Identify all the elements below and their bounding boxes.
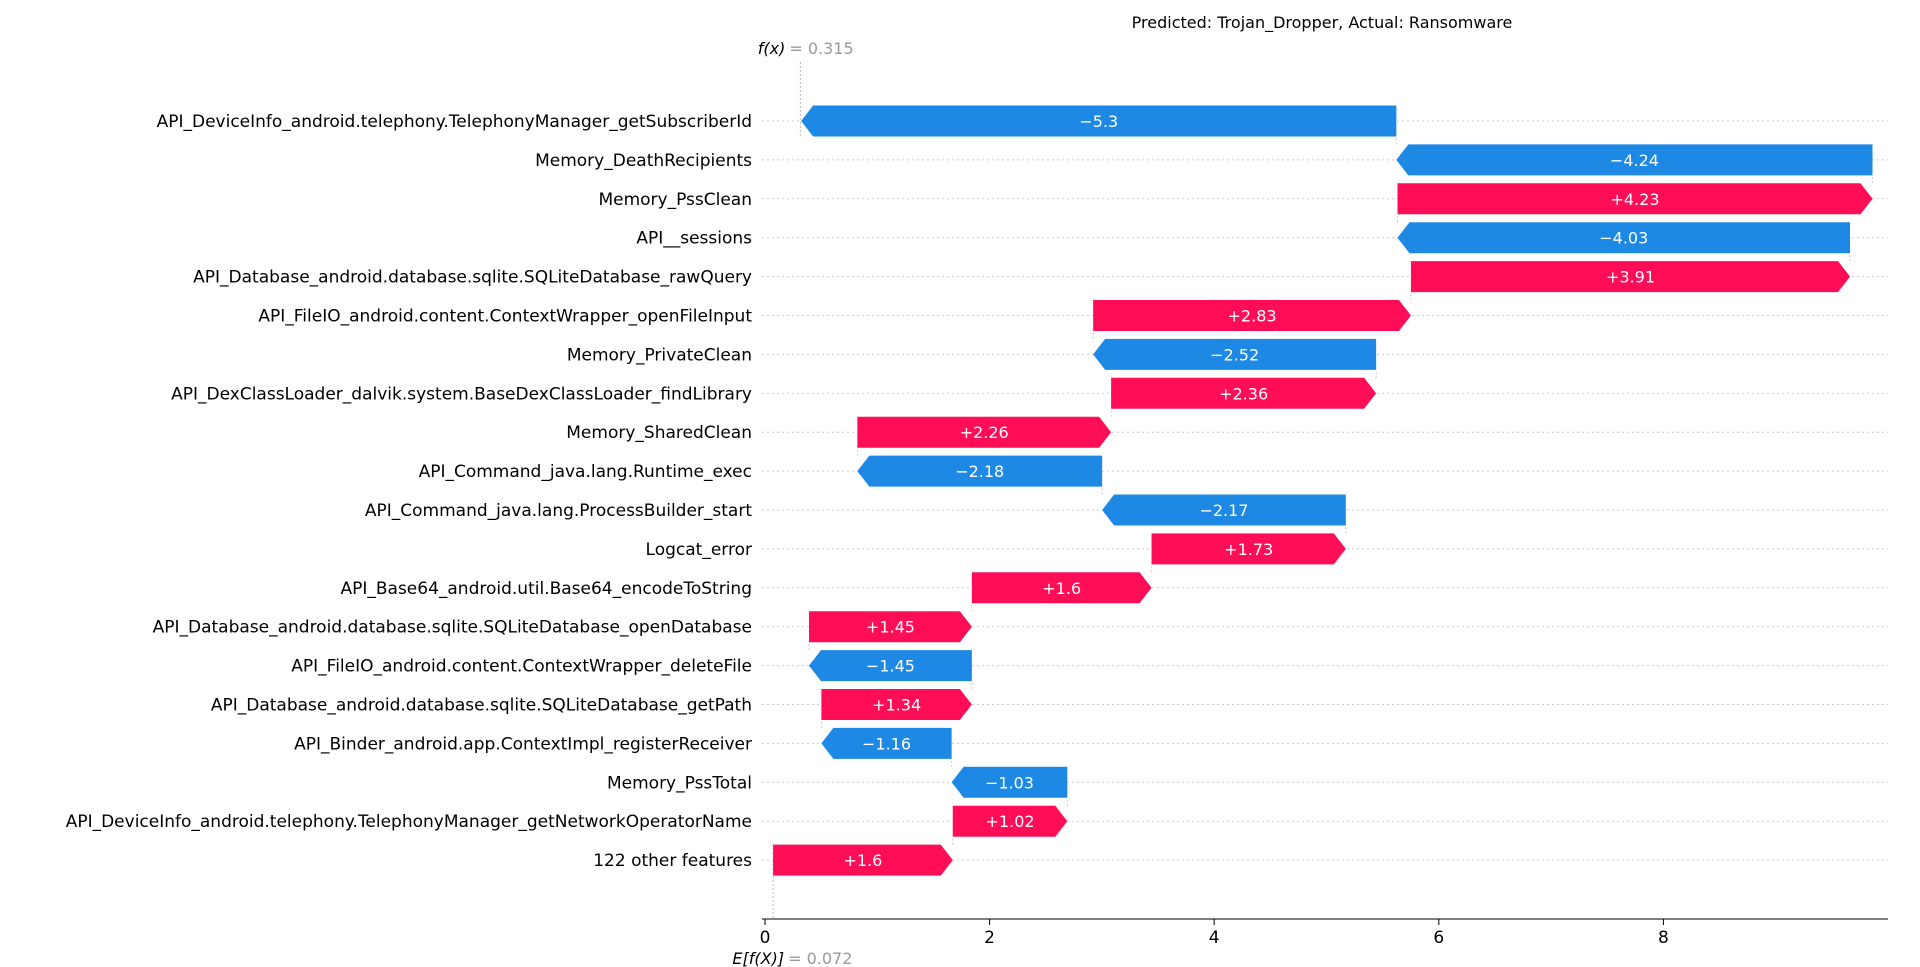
- waterfall-bar: [809, 650, 972, 682]
- waterfall-bar: [1093, 300, 1411, 331]
- feature-label: API_DeviceInfo_android.telephony.Telepho…: [66, 812, 752, 832]
- bar-value-label: +2.36: [1219, 384, 1268, 403]
- waterfall-bar: [1396, 144, 1873, 176]
- feature-label: 122 other features: [593, 851, 752, 871]
- waterfall-bar: [1397, 222, 1851, 254]
- efx-value: = 0.072: [788, 949, 852, 967]
- waterfall-bar: [801, 105, 1397, 137]
- x-tick-label: 2: [984, 928, 995, 948]
- waterfall-bar: [857, 416, 1112, 448]
- bar-value-label: +1.02: [986, 812, 1035, 831]
- waterfall-bar: [857, 455, 1103, 487]
- bar-value-label: −1.03: [985, 773, 1034, 792]
- feature-label: Memory_PssTotal: [607, 773, 752, 793]
- feature-label-layer: API_DeviceInfo_android.telephony.Telepho…: [66, 112, 753, 871]
- bar-value-label: +3.91: [1606, 268, 1655, 287]
- feature-label: API_Database_android.database.sqlite.SQL…: [153, 618, 752, 638]
- feature-label: Memory_PrivateClean: [567, 345, 752, 365]
- x-tick-label: 8: [1658, 928, 1669, 948]
- output-annotation: f(x) = 0.315: [758, 39, 854, 58]
- waterfall-bar: [773, 844, 953, 876]
- bar-value-label: −2.17: [1199, 501, 1248, 520]
- x-tick-label: 0: [760, 928, 771, 948]
- feature-label: API_Command_java.lang.ProcessBuilder_sta…: [365, 501, 752, 521]
- feature-label: API_Command_java.lang.Runtime_exec: [419, 462, 752, 482]
- feature-label: Memory_SharedClean: [566, 423, 752, 443]
- feature-label: API_DeviceInfo_android.telephony.Telepho…: [157, 112, 752, 132]
- waterfall-bar: [821, 727, 952, 759]
- waterfall-bar: [1111, 377, 1377, 409]
- bar-value-label: +1.34: [872, 696, 921, 715]
- waterfall-bar: [951, 766, 1068, 798]
- x-axis: 0 2 4 6 8: [760, 918, 1888, 948]
- waterfall-bar: [809, 611, 972, 643]
- waterfall-bar: [971, 572, 1152, 604]
- bar-value-label: +2.26: [960, 423, 1009, 442]
- bar-value-label: −2.18: [955, 462, 1004, 481]
- feature-label: Memory_DeathRecipients: [535, 151, 752, 171]
- waterfall-bar: [1093, 338, 1377, 370]
- feature-label: API__sessions: [636, 229, 752, 249]
- feature-label: API_Database_android.database.sqlite.SQL…: [193, 268, 752, 288]
- feature-label: API_DexClassLoader_dalvik.system.BaseDex…: [171, 384, 752, 404]
- bar-layer: −5.3 −4.24 +4.23 −4.03 +3.91 +2.83 −2.52 +2.36 +…: [773, 105, 1873, 876]
- bar-value-label: +4.23: [1610, 190, 1659, 209]
- efx-label: E[f(X)]: [732, 949, 784, 967]
- bar-value-label: −2.52: [1210, 345, 1259, 364]
- bar-value-label: −4.24: [1610, 151, 1659, 170]
- feature-label: Logcat_error: [646, 540, 752, 560]
- bar-value-label: +2.83: [1228, 307, 1277, 326]
- expected-value-annotation: E[f(X)] = 0.072: [732, 949, 852, 967]
- fx-label: f(x): [758, 39, 786, 58]
- waterfall-bar: [1151, 533, 1346, 565]
- feature-label: API_Base64_android.util.Base64_encodeToS…: [340, 579, 752, 599]
- waterfall-bar: [821, 689, 972, 720]
- x-tick-label: 4: [1209, 928, 1220, 948]
- waterfall-bar: [952, 805, 1068, 837]
- bar-value-label: −1.16: [862, 734, 911, 753]
- waterfall-bar: [1102, 494, 1346, 526]
- feature-label: API_Database_android.database.sqlite.SQL…: [211, 696, 752, 716]
- bar-value-label: +1.6: [1042, 579, 1081, 598]
- waterfall-bar: [1410, 261, 1851, 293]
- waterfall-bar: [1397, 183, 1873, 215]
- bar-value-label: +1.45: [866, 618, 915, 637]
- bar-value-label: −4.03: [1599, 229, 1648, 248]
- bar-value-label: +1.73: [1224, 540, 1273, 559]
- fx-value: = 0.315: [789, 39, 853, 58]
- feature-label: API_FileIO_android.content.ContextWrappe…: [258, 307, 752, 327]
- bar-value-label: +1.6: [843, 851, 882, 870]
- feature-label: API_Binder_android.app.ContextImpl_regis…: [294, 734, 752, 754]
- feature-label: API_FileIO_android.content.ContextWrappe…: [291, 657, 752, 677]
- x-tick-label: 6: [1433, 928, 1444, 948]
- chart-title: Predicted: Trojan_Dropper, Actual: Ranso…: [1132, 13, 1513, 33]
- feature-label: Memory_PssClean: [598, 190, 752, 210]
- bar-value-label: −1.45: [866, 657, 915, 676]
- bar-value-label: −5.3: [1079, 112, 1118, 131]
